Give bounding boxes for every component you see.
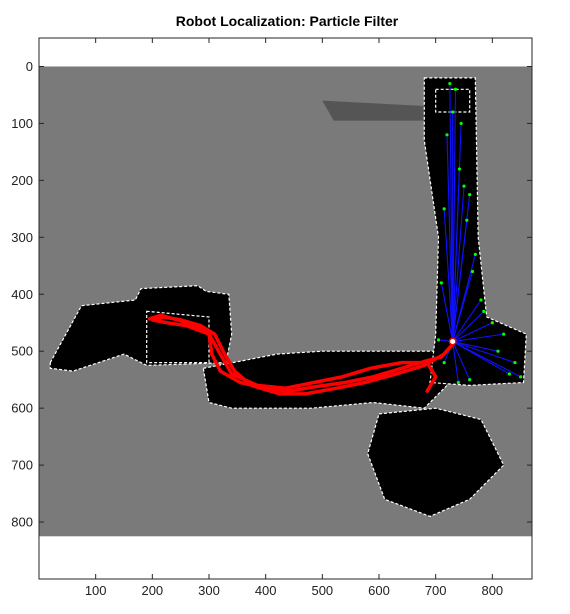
scan-ray-19 (452, 168, 461, 342)
x-tick-label-600: 600 (368, 583, 390, 598)
scan-hit-6 (479, 298, 483, 302)
scan-ray-17 (446, 134, 454, 342)
scan-ray-7 (452, 322, 493, 343)
robot-position-marker (448, 337, 457, 346)
scan-ray-3 (452, 186, 465, 342)
scan-ray-20 (452, 220, 468, 342)
x-tick-label-800: 800 (481, 583, 503, 598)
scan-hit-19 (457, 167, 462, 171)
y-tick-label-200: 200 (11, 173, 33, 188)
y-tick-label-300: 300 (11, 230, 33, 245)
scan-hit-24 (507, 372, 511, 376)
scan-hit-5 (473, 252, 477, 256)
scan-ray-16 (443, 208, 454, 342)
scan-ray-24 (452, 341, 510, 375)
robot-trajectory (147, 313, 454, 396)
scan-ray-15 (440, 282, 454, 342)
scan-ray-9 (452, 341, 516, 364)
x-tick-label-200: 200 (141, 583, 163, 598)
scan-hit-7 (490, 321, 494, 325)
occupancy-map (39, 66, 532, 537)
scan-hit-18 (451, 110, 455, 114)
y-tick-label-600: 600 (11, 401, 33, 416)
axes: 100 200 300 400 500 600 700 800 0 100 200 300 400 50… (11, 37, 533, 598)
scan-hit-17 (445, 133, 449, 137)
scan-ray-6 (452, 299, 482, 342)
scan-hit-8 (502, 332, 506, 336)
free-space-vertical-corridor (423, 77, 527, 387)
x-tick-label-100: 100 (85, 583, 107, 598)
scan-hit-13 (442, 361, 446, 365)
scan-hit-4 (468, 193, 472, 197)
scan-hit-9 (513, 361, 517, 365)
scan-hit-23 (496, 349, 500, 353)
scan-ray-22 (452, 310, 485, 342)
y-tick-label-100: 100 (11, 116, 33, 131)
y-tick-label-0: 0 (26, 59, 33, 74)
scan-hit-1 (453, 87, 458, 91)
scan-hit-10 (519, 375, 523, 379)
scan-hit-16 (442, 207, 446, 211)
scan-hit-21 (470, 269, 475, 274)
x-axis-ticks: 100 200 300 400 500 600 700 800 (85, 38, 503, 598)
y-tick-label-400: 400 (11, 287, 33, 302)
scan-hit-12 (456, 380, 460, 385)
y-axis-ticks: 0 100 200 300 400 500 600 700 800 (11, 59, 532, 530)
scan-hit-11 (468, 378, 472, 382)
scan-hit-3 (462, 184, 466, 188)
laser-scan-rays (436, 81, 523, 385)
plot-title: Robot Localization: Particle Filter (176, 13, 399, 29)
scan-hit-2 (459, 121, 463, 126)
free-space-right-top-wall (435, 88, 471, 113)
trajectory-line (147, 313, 454, 396)
x-tick-label-400: 400 (255, 583, 277, 598)
scan-hit-22 (482, 309, 486, 313)
y-tick-label-700: 700 (11, 458, 33, 473)
scan-hit-20 (465, 218, 469, 222)
axes-frame (38, 37, 533, 580)
free-space-fan-room (367, 407, 505, 518)
x-tick-label-500: 500 (311, 583, 333, 598)
x-tick-label-700: 700 (425, 583, 447, 598)
scan-ray-11 (452, 341, 471, 380)
robot-marker (448, 337, 457, 346)
scan-ray-21 (452, 271, 474, 342)
scan-ray-23 (452, 340, 499, 352)
scan-ray-12 (452, 341, 459, 383)
y-tick-label-500: 500 (11, 344, 33, 359)
scan-ray-8 (452, 333, 504, 343)
map-region-upper-shelf (322, 100, 430, 121)
scan-hit-14 (436, 338, 441, 342)
x-tick-label-300: 300 (198, 583, 220, 598)
scan-hit-15 (439, 281, 443, 285)
y-tick-label-800: 800 (11, 515, 33, 530)
scan-hit-0 (448, 81, 452, 86)
